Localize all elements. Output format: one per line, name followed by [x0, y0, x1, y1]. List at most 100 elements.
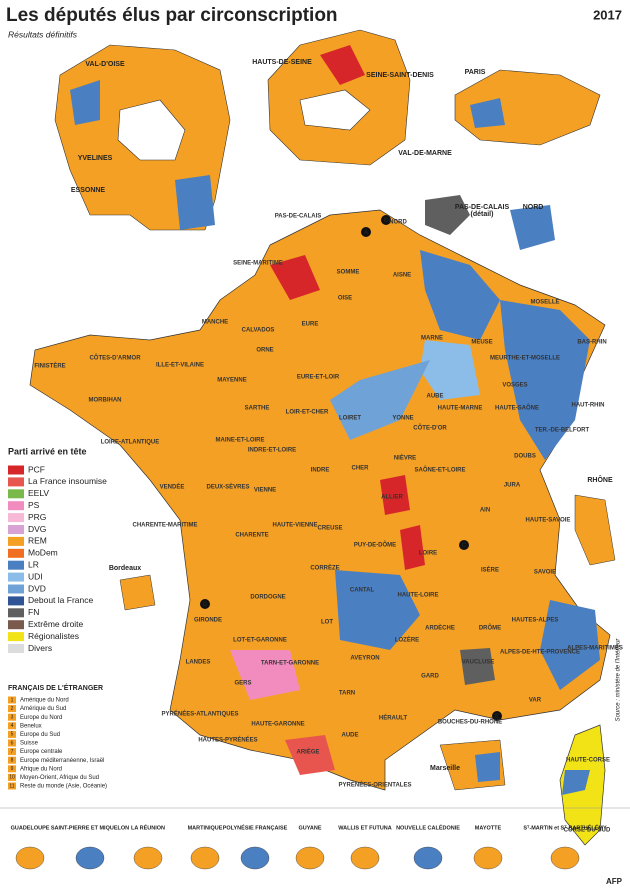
department-label: VAR	[529, 698, 542, 704]
region-dvd	[330, 360, 430, 440]
department-label: BAS-RHIN	[577, 340, 606, 346]
department-label: VIENNE	[254, 488, 276, 494]
department-label: EURE	[302, 322, 319, 328]
abroad-swatch	[8, 730, 16, 738]
department-label: ARDÈCHE	[425, 624, 455, 632]
overseas-label: NOUVELLE CALÉDONIE	[396, 823, 460, 831]
department-label: CÔTE-D'OR	[413, 424, 447, 432]
inset-label: Bordeaux	[109, 565, 141, 572]
department-label: FINISTÈRE	[34, 362, 65, 370]
department-label: AISNE	[393, 273, 411, 279]
abroad-number: 10	[9, 775, 15, 781]
department-label: LOIRE	[419, 551, 437, 557]
abroad-label: Europe du Nord	[20, 715, 62, 721]
legend-swatch	[8, 644, 24, 653]
overseas-shape	[295, 846, 325, 870]
department-label: LOT	[321, 620, 333, 626]
department-label: LOZÈRE	[395, 636, 419, 644]
department-label: NORD	[389, 220, 407, 226]
department-label: CHARENTE	[235, 533, 268, 539]
legend-label: Debout la France	[28, 595, 93, 605]
paris-zone	[470, 98, 505, 128]
inset-label: (détail)	[471, 211, 494, 218]
abroad-number: 2	[11, 706, 14, 712]
overseas-shape	[75, 846, 105, 870]
legend-label: La France insoumise	[28, 476, 107, 486]
abroad-number: 3	[11, 715, 14, 721]
abroad-swatch	[8, 756, 16, 764]
department-label: HAUTE-VIENNE	[272, 523, 317, 529]
department-label: SEINE-MARITIME	[233, 261, 283, 267]
department-label: CANTAL	[350, 588, 375, 594]
legend-label: PCF	[28, 464, 45, 474]
legend-swatch	[8, 548, 24, 558]
abroad-number: 5	[11, 732, 14, 738]
legend-swatch	[8, 596, 24, 606]
abroad-number: 4	[11, 723, 14, 729]
overseas-shape	[190, 846, 220, 870]
department-label: PAS-DE-CALAIS	[275, 214, 322, 220]
legend-swatch	[8, 536, 24, 546]
legend-swatch	[8, 465, 24, 475]
abroad-label: Europe centrale	[20, 749, 63, 755]
marker-letter: D	[203, 602, 208, 608]
legend-label: MoDem	[28, 548, 58, 558]
department-label: LANDES	[186, 660, 211, 666]
inset-label: RHÔNE	[587, 475, 613, 484]
department-label: HAUTE-LOIRE	[398, 593, 439, 599]
inset-label: SEINE-SAINT-DENIS	[366, 72, 434, 79]
department-label: TER.-DE-BELFORT	[535, 428, 590, 434]
department-label: CALVADOS	[242, 328, 275, 334]
marker	[361, 227, 371, 237]
legend-swatch	[8, 560, 24, 570]
department-label: INDRE-ET-LOIRE	[248, 448, 296, 454]
legend-swatch	[8, 501, 24, 511]
department-label: CORSE-DU-SUD	[564, 828, 611, 834]
credit: AFP	[606, 877, 623, 886]
abroad-swatch	[8, 765, 16, 773]
department-label: SARTHE	[245, 406, 270, 412]
legend-label: Divers	[28, 643, 52, 653]
department-label: HAUTE-CORSE	[566, 758, 610, 764]
region-fn	[460, 648, 495, 685]
abroad-label: Amérique du Sud	[20, 706, 66, 712]
overseas-shape	[550, 846, 580, 870]
subtitle: Résultats définitifs	[8, 29, 78, 39]
bordeaux-detail	[119, 574, 156, 611]
department-label: MAYENNE	[217, 378, 246, 384]
pc-zone	[320, 45, 365, 85]
marseille-zone	[475, 752, 500, 782]
department-label: LOIRET	[339, 416, 361, 422]
abroad-number: 11	[9, 783, 14, 789]
abroad-swatch	[8, 722, 16, 730]
department-label: ALPES-MARITIMES	[567, 646, 623, 652]
department-label: HAUTES-PYRÉNÉES	[198, 736, 257, 744]
abroad-label: Europe méditerranéenne, Israël	[20, 758, 104, 764]
overseas-shape	[133, 846, 163, 870]
abroad-swatch	[8, 748, 16, 756]
overseas-label: POLYNÉSIE FRANÇAISE	[223, 823, 288, 831]
abroad-label: Reste du monde (Asie, Océanie)	[20, 784, 107, 790]
region-lfi	[285, 735, 335, 775]
department-label: ALPES-DE-HTE-PROVENCE	[500, 650, 580, 656]
abroad-label: Moyen-Orient, Afrique du Sud	[20, 775, 99, 781]
department-label: SAÔNE-ET-LOIRE	[414, 466, 465, 474]
department-label: TARN	[339, 691, 355, 697]
legend-swatch	[8, 608, 24, 618]
department-label: AIN	[480, 508, 490, 514]
legend-label: REM	[28, 536, 47, 546]
legend-swatch	[8, 572, 24, 582]
abroad-swatch	[8, 705, 16, 713]
abroad-label: Benelux	[20, 723, 42, 729]
legend-swatch	[8, 584, 24, 594]
legend-swatch	[8, 513, 24, 523]
department-label: BOUCHES-DU-RHÔNE	[438, 718, 502, 726]
department-label: OISE	[338, 296, 352, 302]
overseas-shape	[15, 846, 45, 870]
inset-label: ESSONNE	[71, 187, 106, 194]
title: Les députés élus par circonscription	[6, 5, 338, 26]
legend-label: LR	[28, 559, 39, 569]
region-pcf	[380, 475, 410, 515]
region-udi	[420, 340, 480, 400]
overseas-label: MARTINIQUE	[188, 825, 223, 831]
